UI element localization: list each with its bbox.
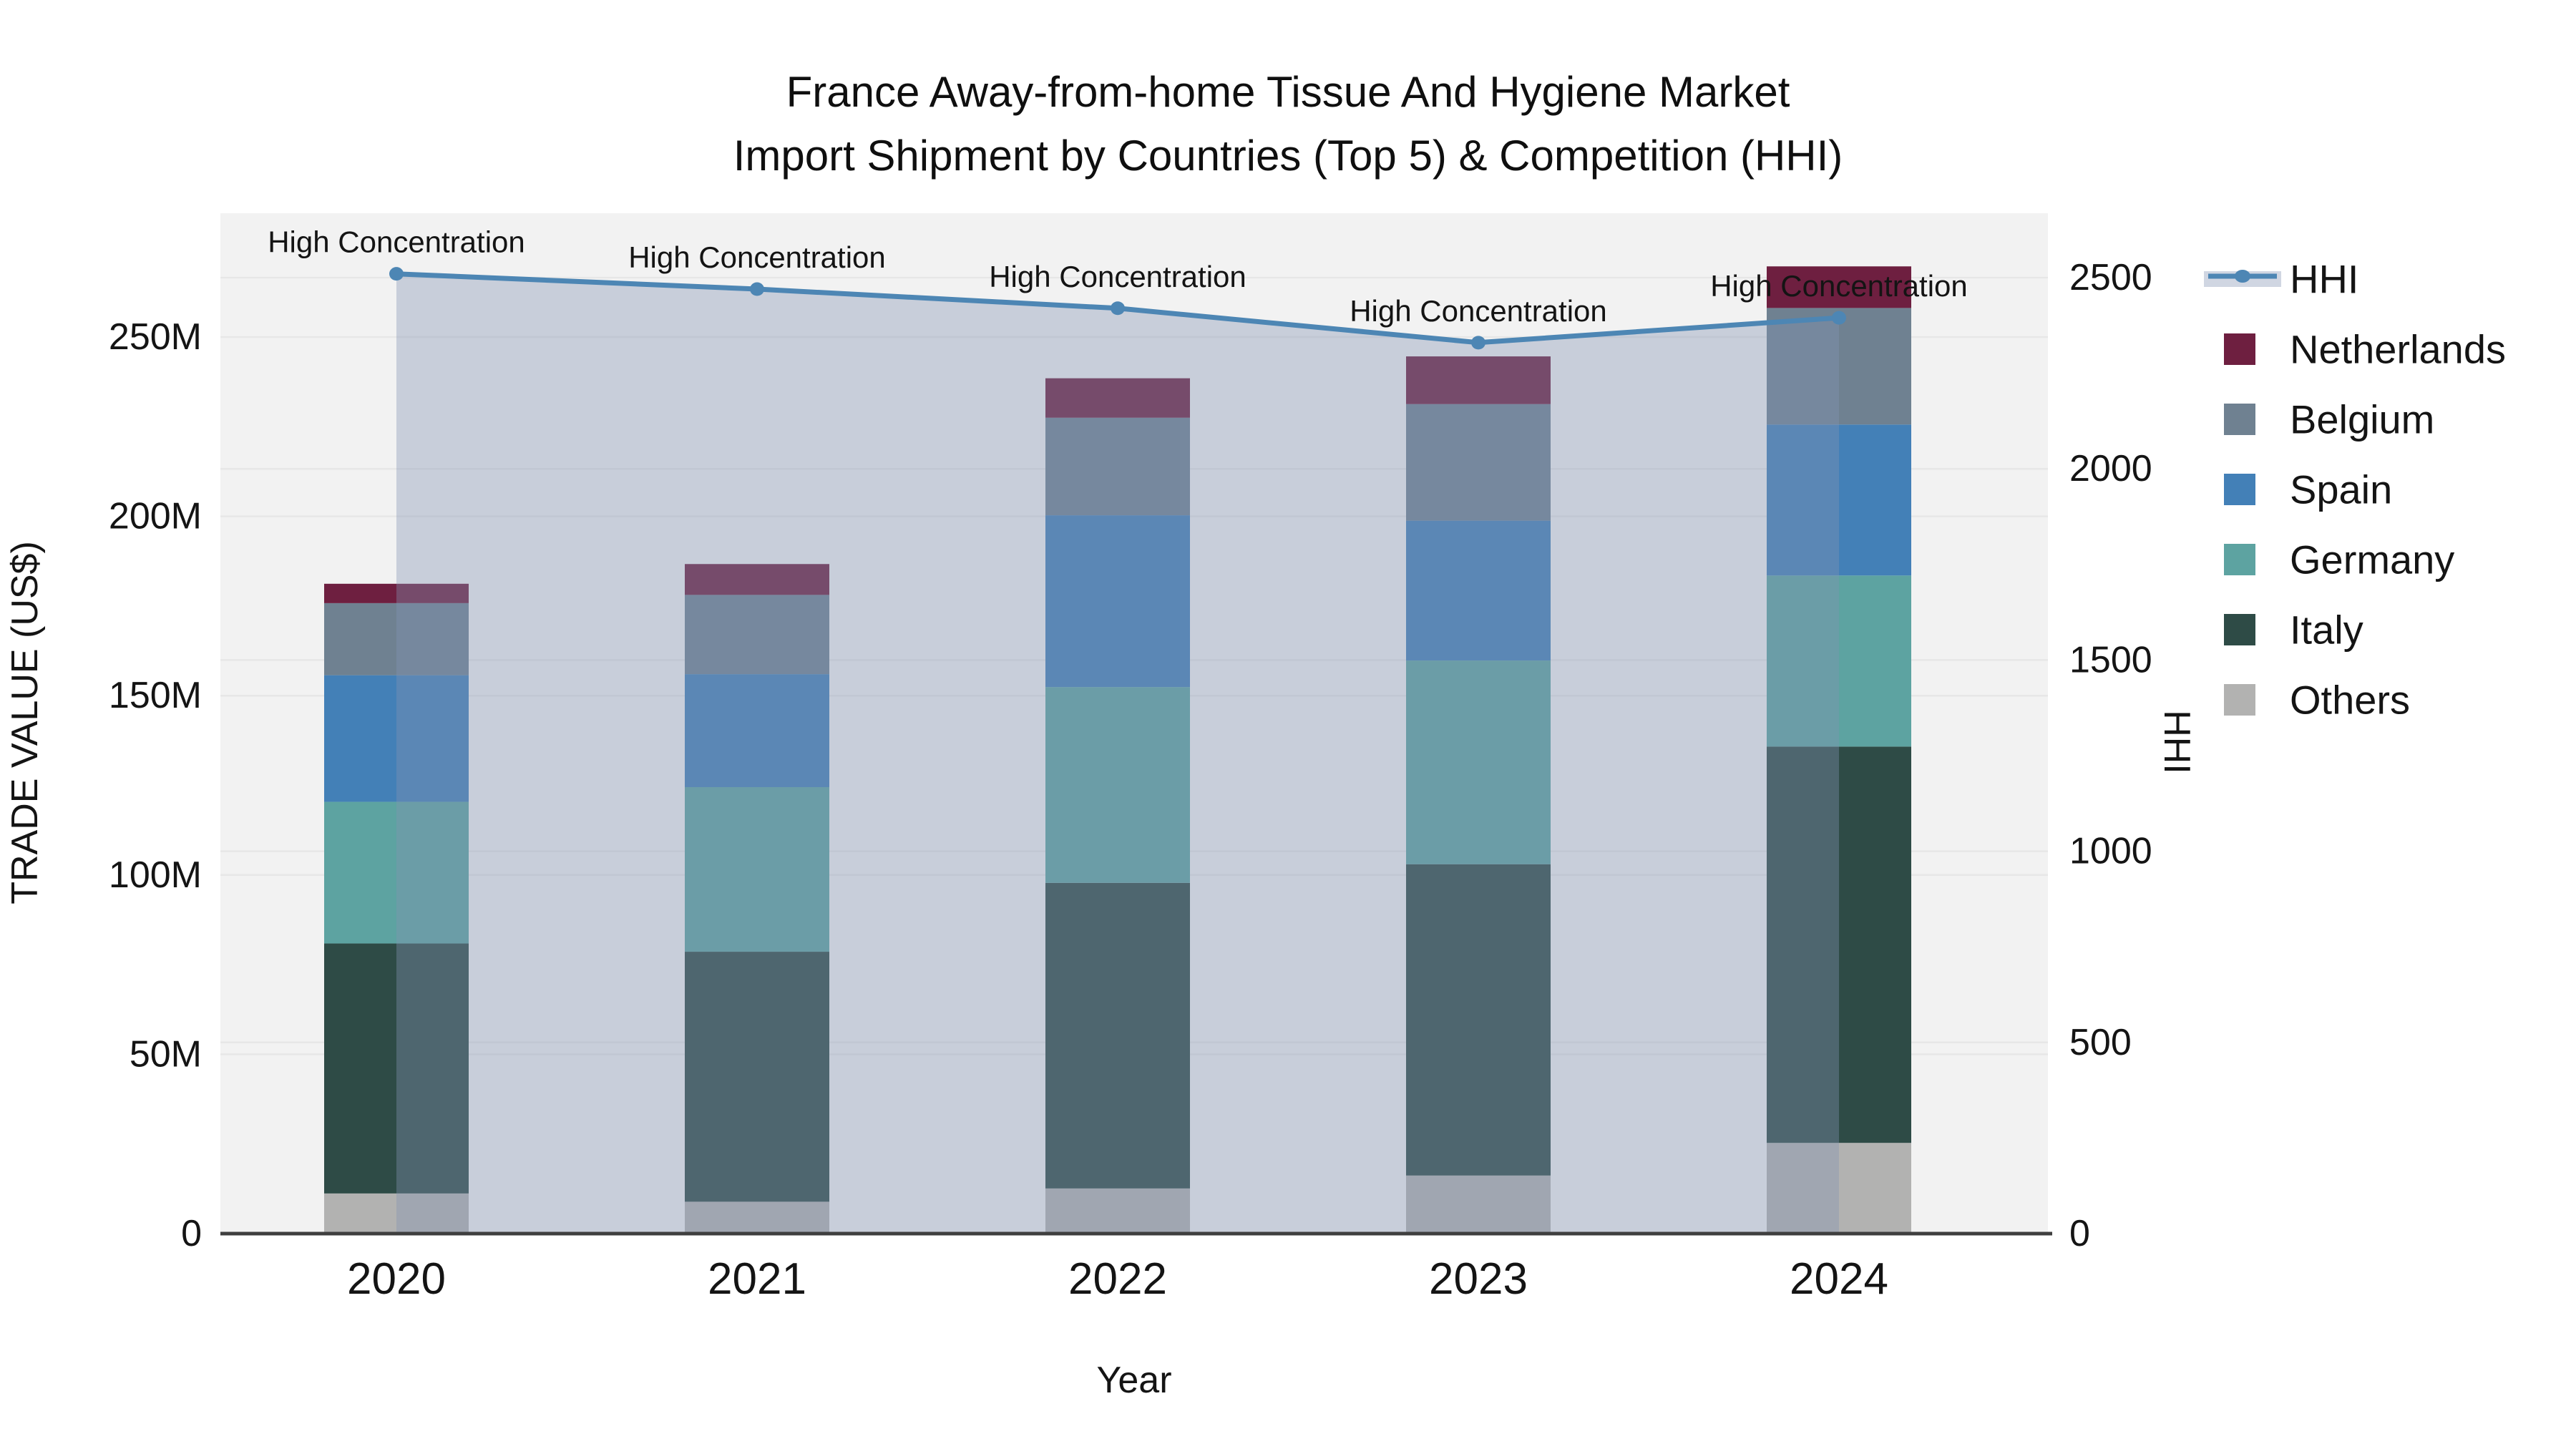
right-tick-label: 0 xyxy=(2069,1213,2090,1254)
hhi-marker-2023 xyxy=(1471,336,1485,350)
hhi-area-fill xyxy=(396,273,1839,1234)
x-tick-label-2024: 2024 xyxy=(1790,1254,1888,1304)
legend-swatch-netherlands xyxy=(2224,333,2255,365)
bar-segment-spain-2021 xyxy=(685,674,829,788)
left-tick-label: 150M xyxy=(109,675,202,716)
hhi-line xyxy=(389,267,1846,350)
x-tick-label-2020: 2020 xyxy=(347,1254,446,1304)
bar-segment-spain-2024 xyxy=(1767,424,1911,576)
right-axis-ticks: 0 500 1000 1500 2000 2500 xyxy=(2069,257,2152,1254)
hhi-marker-2021 xyxy=(750,282,764,296)
bar-segment-spain-2020 xyxy=(324,675,469,802)
right-tick-label: 2000 xyxy=(2069,448,2152,489)
bar-segment-netherlands-2024 xyxy=(1767,266,1911,308)
legend-label-hhi: HHI xyxy=(2290,257,2358,302)
bar-segment-italy-2020 xyxy=(324,943,469,1194)
left-tick-label: 250M xyxy=(109,316,202,358)
legend-swatch-italy xyxy=(2224,614,2255,645)
annotation-2022: High Concentration xyxy=(989,260,1246,293)
legend-swatch-spain xyxy=(2224,474,2255,505)
left-tick-label: 200M xyxy=(109,496,202,537)
bar-segment-germany-2022 xyxy=(1045,687,1190,883)
bar-segment-netherlands-2022 xyxy=(1045,378,1190,418)
left-tick-label: 50M xyxy=(130,1033,202,1075)
legend-hhi-marker xyxy=(2235,270,2250,283)
annotation-2020: High Concentration xyxy=(268,225,525,259)
chart-title-line1: France Away-from-home Tissue And Hygiene… xyxy=(786,68,1790,116)
legend-label-others: Others xyxy=(2290,678,2410,723)
legend-swatch-others xyxy=(2224,684,2255,716)
bar-segment-germany-2023 xyxy=(1406,660,1551,864)
annotation-2023: High Concentration xyxy=(1350,294,1607,328)
annotation-2021: High Concentration xyxy=(628,240,886,274)
annotations: High Concentration High Concentration High… xyxy=(268,225,1968,328)
bar-segment-italy-2021 xyxy=(685,952,829,1202)
bar-segment-belgium-2021 xyxy=(685,595,829,675)
right-tick-label: 1500 xyxy=(2069,639,2152,680)
bar-segment-others-2023 xyxy=(1406,1175,1551,1234)
left-tick-label: 0 xyxy=(181,1213,202,1254)
chart-title-line2: Import Shipment by Countries (Top 5) & C… xyxy=(733,132,1843,180)
stacked-bars xyxy=(324,266,1911,1234)
bar-segment-italy-2022 xyxy=(1045,882,1190,1189)
right-axis-title: HHI xyxy=(2156,710,2197,774)
legend-label-italy: Italy xyxy=(2290,608,2363,653)
bar-segment-others-2024 xyxy=(1767,1143,1911,1234)
legend-label-spain: Spain xyxy=(2290,467,2392,512)
bar-segment-others-2021 xyxy=(685,1201,829,1234)
bar-segment-spain-2023 xyxy=(1406,520,1551,661)
bar-segment-belgium-2023 xyxy=(1406,404,1551,521)
bar-segment-netherlands-2020 xyxy=(324,583,469,603)
hhi-marker-2022 xyxy=(1111,301,1125,316)
bar-segment-netherlands-2023 xyxy=(1406,356,1551,404)
bar-segment-spain-2022 xyxy=(1045,515,1190,688)
left-axis-title: TRADE VALUE (US$) xyxy=(4,541,46,904)
x-tick-label-2023: 2023 xyxy=(1429,1254,1528,1304)
bar-segment-belgium-2022 xyxy=(1045,417,1190,516)
legend-label-netherlands: Netherlands xyxy=(2290,327,2506,372)
bar-segment-germany-2020 xyxy=(324,801,469,944)
legend-label-germany: Germany xyxy=(2290,537,2454,582)
bar-segment-belgium-2020 xyxy=(324,602,469,675)
right-tick-label: 500 xyxy=(2069,1022,2132,1063)
bar-segment-italy-2024 xyxy=(1767,746,1911,1143)
x-tick-label-2021: 2021 xyxy=(708,1254,806,1304)
hhi-marker-2024 xyxy=(1832,311,1846,325)
legend-label-belgium: Belgium xyxy=(2290,397,2434,442)
right-tick-label: 1000 xyxy=(2069,831,2152,872)
hhi-area xyxy=(396,273,1839,1234)
left-tick-label: 100M xyxy=(109,854,202,896)
left-axis-ticks: 0 50M 100M 150M 200M 250M xyxy=(109,316,202,1254)
right-tick-label: 2500 xyxy=(2069,257,2152,298)
x-axis-ticks: 2020 2021 2022 2023 2024 xyxy=(347,1254,1888,1304)
bar-segment-others-2020 xyxy=(324,1193,469,1234)
bar-segment-others-2022 xyxy=(1045,1188,1190,1234)
chart-title: France Away-from-home Tissue And Hygiene… xyxy=(0,60,2576,187)
x-axis-title: Year xyxy=(1096,1360,1171,1401)
bar-segment-germany-2024 xyxy=(1767,575,1911,747)
legend-swatch-germany xyxy=(2224,544,2255,575)
legend-swatch-belgium xyxy=(2224,404,2255,435)
bar-segment-germany-2021 xyxy=(685,787,829,952)
bar-segment-italy-2023 xyxy=(1406,864,1551,1176)
x-tick-label-2022: 2022 xyxy=(1068,1254,1167,1304)
annotation-2024: High Concentration xyxy=(1710,269,1968,303)
bar-segment-belgium-2024 xyxy=(1767,308,1911,425)
hhi-marker-2020 xyxy=(389,267,404,281)
legend: HHI Netherlands Belgium Spain Germany Italy Ot… xyxy=(2204,257,2506,723)
bar-segment-netherlands-2021 xyxy=(685,564,829,595)
